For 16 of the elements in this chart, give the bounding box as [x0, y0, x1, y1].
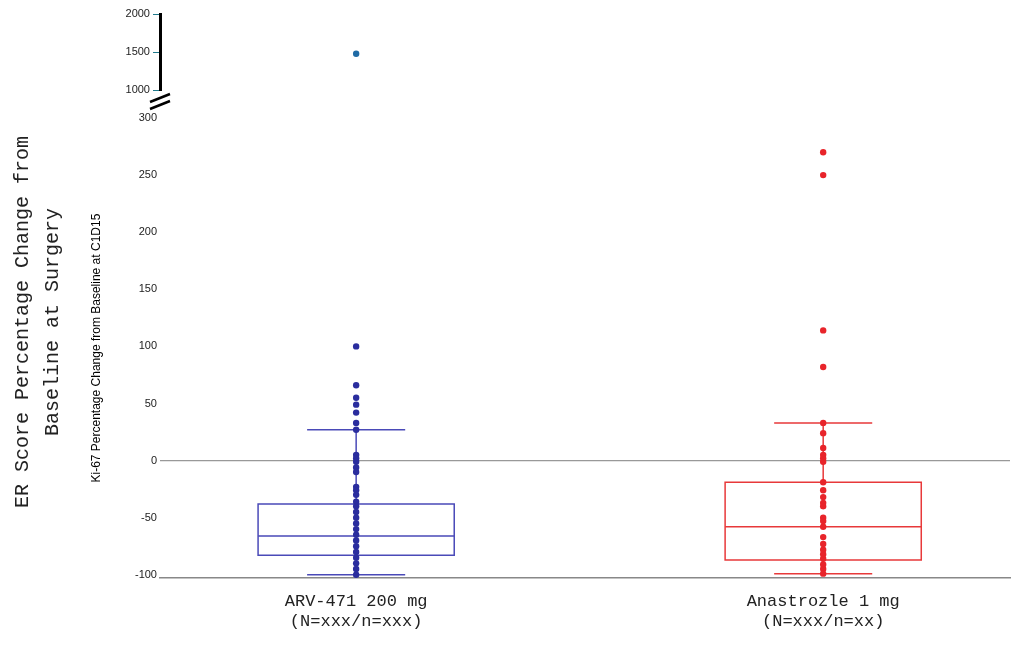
y-tick-label: 0 — [150, 453, 157, 466]
y-tick-label: 200 — [138, 225, 157, 238]
text: ER Score Percentage Change from Baseline at Surgery — [10, 134, 65, 511]
y-tick-label: 250 — [138, 168, 157, 181]
y-axis-title: Ki-67 Percentage Change from Baseline at C1D15 — [88, 213, 103, 483]
y-tick-label: 50 — [144, 396, 157, 409]
y-tick-label: 150 — [138, 282, 157, 295]
y-tick-label: 100 — [138, 339, 157, 352]
x-tick-label: ARV-471 200 mg (N=xxx/n=xxx) — [284, 591, 428, 632]
x-tick-label: Anastrozle 1 mg (N=xxx/n=xx) — [746, 591, 900, 632]
y-tick-label: 300 — [138, 111, 157, 124]
y-tick-label: 1500 — [125, 45, 150, 58]
y-tick-label: -50 — [141, 510, 157, 523]
y-tick-label: -100 — [134, 567, 157, 580]
y-tick-label: 2000 — [125, 7, 150, 20]
y-tick-label: 1000 — [125, 83, 150, 96]
